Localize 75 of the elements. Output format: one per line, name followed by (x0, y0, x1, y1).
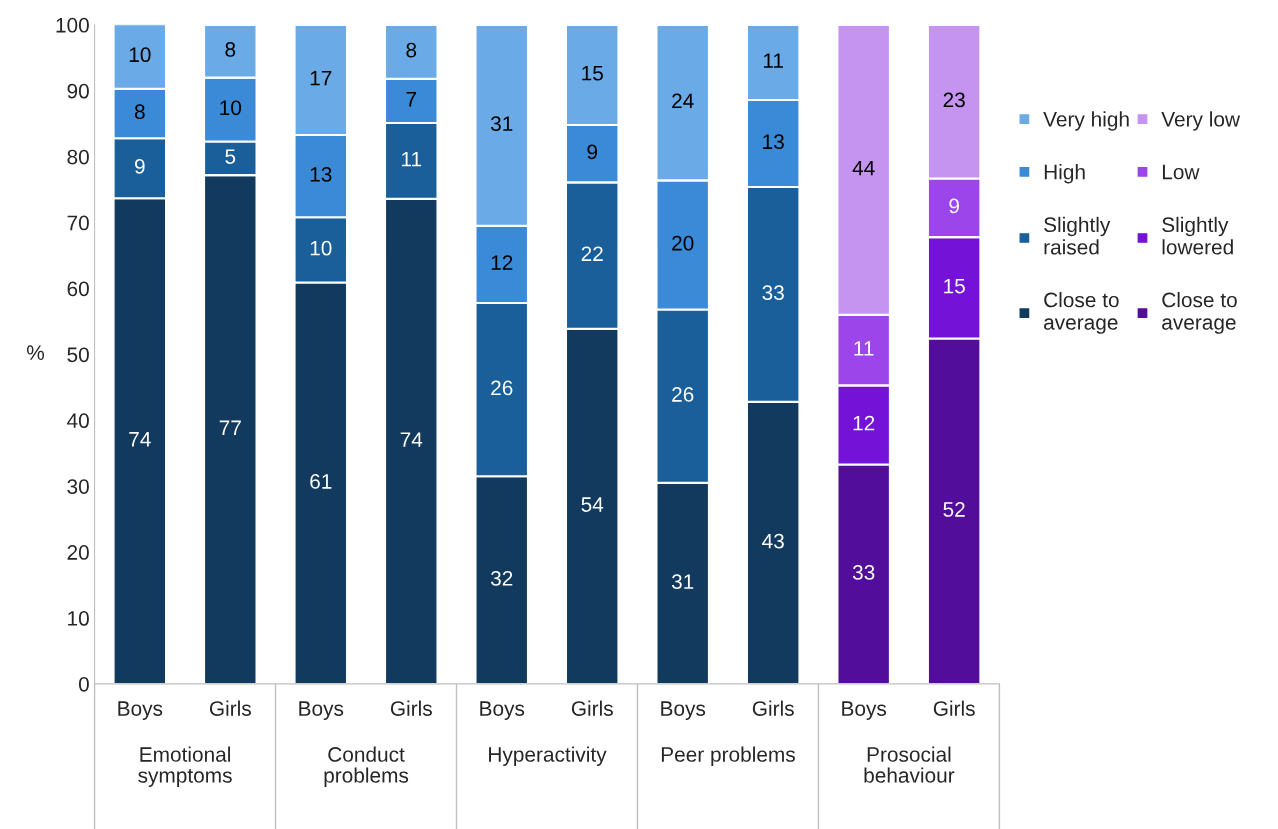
y-tick-label: 90 (67, 83, 89, 99)
legend-label: Low (1162, 164, 1200, 180)
data-label: 61 (310, 474, 332, 489)
legend-label: Very high (1043, 111, 1129, 131)
y-tick-label: 60 (67, 281, 89, 297)
data-label: 13 (763, 134, 784, 150)
y-tick-label: 0 (78, 676, 89, 692)
data-label: 17 (310, 70, 332, 86)
data-label: 9 (587, 144, 598, 160)
data-label: 10 (310, 240, 332, 256)
data-label: 12 (491, 255, 513, 270)
data-label: 52 (943, 502, 965, 517)
data-label: 32 (490, 570, 513, 586)
legend-label: Slightly raised (1044, 216, 1111, 255)
data-label: 77 (219, 420, 241, 435)
data-label: 26 (672, 387, 694, 402)
y-tick-label: 80 (67, 149, 89, 165)
data-label: 5 (225, 149, 236, 164)
legend-label: Close to average (1044, 292, 1119, 334)
data-label: 8 (225, 42, 236, 57)
data-label: 23 (943, 92, 965, 108)
text: Peer problems (661, 746, 795, 766)
x-tick-label: Girls (390, 700, 432, 716)
x-tick-label: Girls (209, 700, 251, 716)
data-label: 33 (762, 285, 784, 301)
y-axis-title: % (26, 345, 45, 360)
x-tick-label: Girls (752, 700, 794, 716)
x-tick-label: Girls (571, 700, 613, 716)
text: Prosocial behaviour (864, 746, 955, 783)
data-label: 43 (762, 533, 784, 549)
data-label: 8 (134, 104, 145, 120)
data-label: 11 (854, 341, 874, 356)
data-label: 74 (400, 432, 423, 447)
data-label: 44 (852, 160, 875, 176)
y-tick-label: 40 (67, 413, 89, 429)
legend-label: Slightly lowered (1162, 216, 1233, 255)
data-label: 15 (944, 278, 965, 294)
data-label: 54 (581, 497, 604, 512)
data-label: 12 (853, 415, 875, 431)
y-tick-label: 100 (56, 17, 89, 33)
data-label: 31 (671, 574, 694, 590)
data-label: 13 (310, 166, 332, 182)
data-label: 15 (582, 66, 603, 81)
y-tick-label: 20 (67, 545, 89, 560)
text: Conduct problems (324, 746, 409, 787)
data-label: 31 (490, 116, 513, 131)
x-tick-label: Boys (661, 701, 706, 721)
x-tick-label: Girls (933, 700, 975, 716)
data-label: 74 (129, 432, 151, 447)
data-label: 22 (581, 246, 603, 261)
x-tick-label: Boys (299, 701, 344, 721)
data-label: 33 (852, 565, 875, 580)
legend-label: High (1044, 164, 1085, 184)
data-label: 11 (763, 53, 783, 68)
data-label: 10 (129, 47, 151, 63)
text: Emotional symptoms (138, 746, 232, 787)
data-label: 24 (672, 93, 694, 109)
x-tick-label: Boys (480, 701, 525, 721)
legend-label: Very low (1161, 111, 1241, 131)
data-label: 9 (949, 198, 959, 214)
text: Hyperactivity (489, 746, 607, 766)
data-label: 8 (406, 42, 417, 58)
x-tick-label: Boys (842, 701, 887, 721)
y-tick-label: 30 (67, 479, 89, 494)
x-tick-label: Boys (118, 701, 163, 721)
data-label: 26 (491, 380, 513, 396)
data-label: 20 (672, 235, 694, 251)
data-label: 11 (402, 152, 422, 167)
y-tick-label: 10 (68, 611, 89, 626)
data-label: 9 (135, 159, 145, 174)
y-tick-label: 70 (67, 215, 89, 231)
data-label: 7 (406, 92, 417, 107)
data-label: 10 (220, 100, 242, 116)
y-tick-label: 50 (67, 347, 89, 363)
legend-label: Close to average (1162, 292, 1237, 334)
